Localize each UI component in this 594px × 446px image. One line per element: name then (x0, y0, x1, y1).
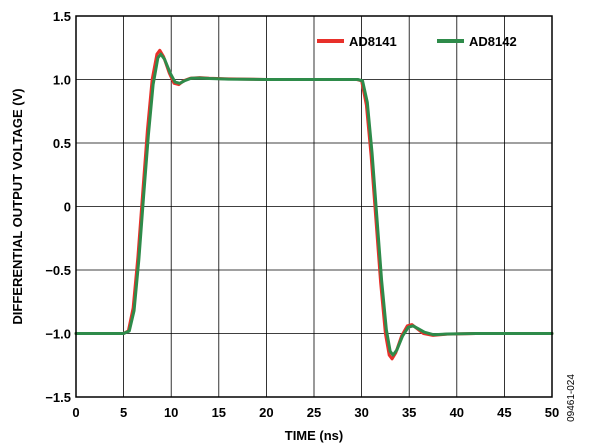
x-axis-label: TIME (ns) (285, 428, 344, 443)
series-group (74, 48, 554, 361)
y-tick-label: 1.0 (53, 73, 71, 88)
series-line-ad8142 (74, 52, 554, 357)
y-tick-label: −1.5 (45, 390, 71, 405)
figure-code: 09461-024 (566, 374, 577, 422)
legend-label: AD8141 (349, 34, 397, 49)
legend-swatch-ad8142 (437, 39, 464, 43)
y-tick-labels: 1.5 1.0 0.5 0 −0.5 −1.0 −1.5 (45, 9, 71, 405)
x-tick-label: 50 (545, 405, 559, 420)
grid (76, 16, 552, 397)
x-tick-label: 35 (402, 405, 416, 420)
legend: AD8141 AD8142 (317, 34, 517, 49)
y-axis-label: DIFFERENTIAL OUTPUT VOLTAGE (V) (10, 88, 25, 324)
x-tick-label: 0 (72, 405, 79, 420)
x-tick-label: 15 (212, 405, 226, 420)
x-tick-label: 45 (497, 405, 511, 420)
legend-label: AD8142 (469, 34, 517, 49)
x-tick-label: 10 (164, 405, 178, 420)
legend-swatch-ad8141 (317, 39, 344, 43)
x-tick-label: 5 (120, 405, 127, 420)
x-tick-label: 30 (354, 405, 368, 420)
y-tick-label: −1.0 (45, 327, 71, 342)
y-tick-label: −0.5 (45, 263, 71, 278)
x-tick-label: 20 (259, 405, 273, 420)
y-tick-label: 1.5 (53, 9, 71, 24)
plot-frame (75, 15, 553, 398)
x-tick-label: 25 (307, 405, 321, 420)
x-tick-labels: 0 5 10 15 20 25 30 35 40 45 50 (72, 405, 559, 420)
y-tick-label: 0.5 (53, 136, 71, 151)
y-tick-label: 0 (64, 200, 71, 215)
x-tick-label: 40 (450, 405, 464, 420)
